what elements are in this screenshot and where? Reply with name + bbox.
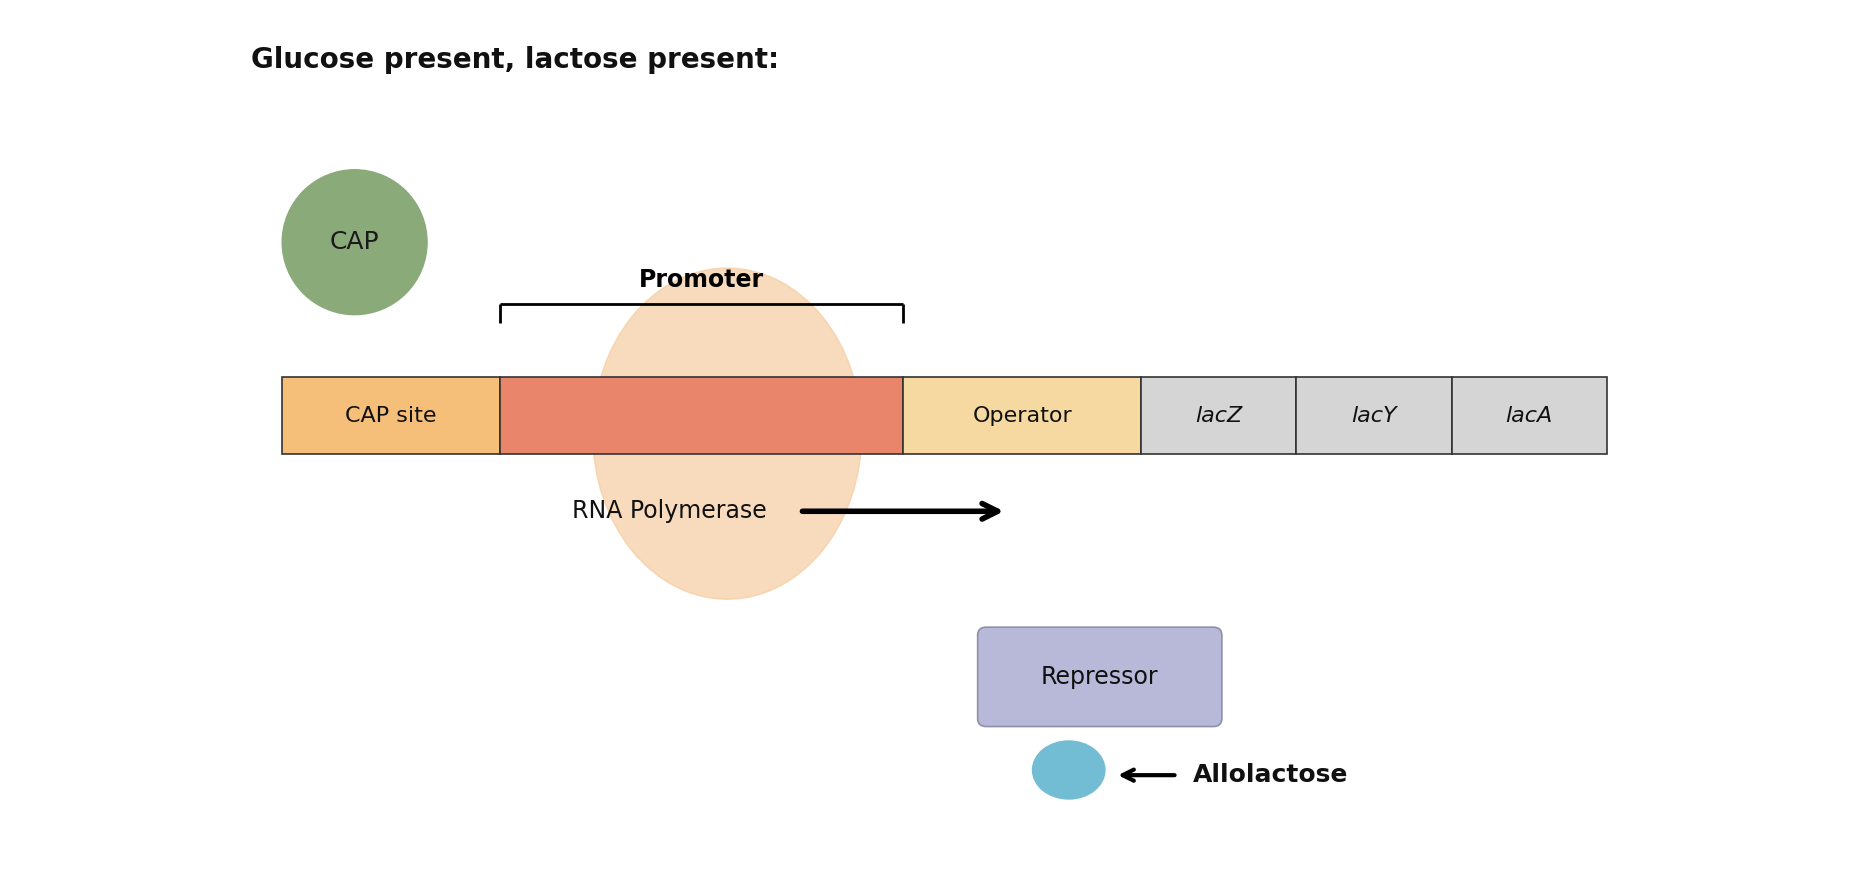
Bar xyxy=(1296,377,1450,455)
Text: CAP: CAP xyxy=(331,230,379,254)
Text: RNA Polymerase: RNA Polymerase xyxy=(572,499,767,523)
FancyBboxPatch shape xyxy=(977,627,1222,726)
Text: lacZ: lacZ xyxy=(1194,406,1242,425)
Text: Operator: Operator xyxy=(971,406,1071,425)
Text: CAP site: CAP site xyxy=(345,406,436,425)
Ellipse shape xyxy=(592,268,862,599)
Bar xyxy=(500,377,903,455)
Text: Repressor: Repressor xyxy=(1040,665,1159,689)
Ellipse shape xyxy=(1032,741,1105,799)
Text: lacY: lacY xyxy=(1350,406,1396,425)
Text: Glucose present, lactose present:: Glucose present, lactose present: xyxy=(251,45,778,74)
Bar xyxy=(1450,377,1606,455)
Text: lacA: lacA xyxy=(1504,406,1552,425)
Ellipse shape xyxy=(282,170,427,314)
Text: Allolactose: Allolactose xyxy=(1192,763,1348,787)
Bar xyxy=(282,377,500,455)
Bar xyxy=(1140,377,1296,455)
Bar xyxy=(903,377,1140,455)
Text: Promoter: Promoter xyxy=(639,268,763,292)
